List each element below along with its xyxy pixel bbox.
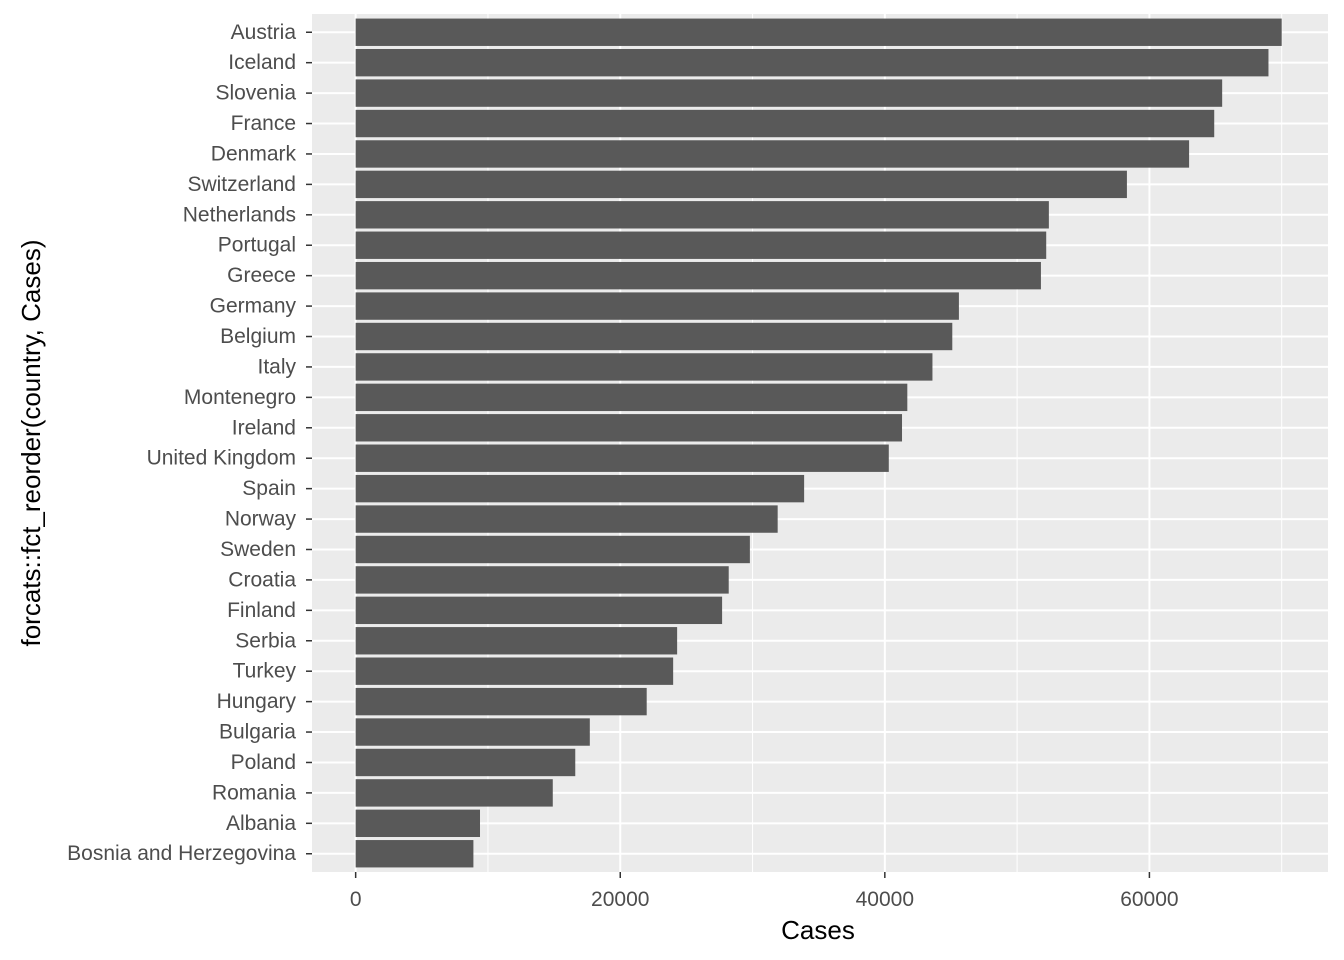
y-axis-title: forcats::fct_reorder(country, Cases) — [16, 240, 46, 647]
bar — [355, 505, 778, 533]
y-tick-label: Ireland — [232, 416, 296, 439]
bar — [355, 201, 1049, 229]
bar — [355, 748, 576, 777]
bar — [355, 535, 750, 564]
y-tick-label: Spain — [242, 477, 296, 500]
y-tick-label: Bosnia and Herzegovina — [67, 842, 296, 865]
bar — [355, 79, 1223, 107]
bar — [355, 18, 1282, 46]
y-tick-label: Serbia — [235, 629, 296, 652]
bar — [355, 140, 1190, 168]
bar — [355, 383, 908, 412]
y-tick-label: Iceland — [228, 51, 296, 74]
bar — [355, 231, 1047, 259]
y-tick-label: Netherlands — [183, 203, 296, 226]
y-tick-label: Portugal — [218, 234, 296, 257]
y-tick-label: Switzerland — [187, 173, 296, 196]
bar — [355, 687, 647, 716]
x-tick-label: 0 — [350, 888, 362, 911]
y-tick-label: Finland — [227, 599, 296, 622]
y-tick-label: Sweden — [220, 538, 296, 561]
y-tick-label: Norway — [225, 508, 297, 531]
bar — [355, 414, 903, 442]
bar — [355, 48, 1269, 77]
bar — [355, 292, 959, 320]
y-tick-label: France — [231, 112, 296, 135]
y-axis-ticks: Austria Iceland Slovenia France Denmark Switz… — [67, 21, 312, 865]
y-tick-label: United Kingdom — [147, 447, 296, 470]
y-tick-label: Romania — [212, 781, 296, 804]
x-tick-label: 20000 — [591, 888, 649, 911]
y-tick-label: Poland — [231, 751, 296, 774]
x-axis-ticks: 0 20000 40000 60000 — [350, 872, 1179, 911]
y-tick-label: Belgium — [220, 325, 296, 348]
y-tick-label: Croatia — [228, 568, 296, 591]
bar — [355, 596, 723, 625]
x-axis-title: Cases — [781, 915, 855, 945]
bar — [355, 718, 590, 746]
y-tick-label: Austria — [231, 21, 297, 44]
bar — [355, 657, 674, 685]
bar — [355, 566, 729, 594]
bar — [355, 474, 805, 503]
bar — [355, 840, 474, 868]
bar — [355, 809, 481, 838]
y-tick-label: Germany — [210, 295, 297, 318]
bar — [355, 627, 678, 655]
bar — [355, 444, 889, 472]
x-tick-label: 60000 — [1120, 888, 1178, 911]
y-tick-label: Slovenia — [215, 82, 296, 105]
y-tick-label: Italy — [257, 355, 296, 378]
y-tick-label: Bulgaria — [219, 721, 296, 744]
y-tick-label: Greece — [227, 264, 296, 287]
bar — [355, 779, 553, 807]
bar — [355, 322, 953, 351]
y-tick-label: Hungary — [217, 690, 297, 713]
bar — [355, 353, 933, 381]
y-tick-label: Albania — [226, 812, 296, 835]
y-tick-label: Turkey — [233, 660, 297, 683]
bar — [355, 261, 1041, 290]
y-tick-label: Denmark — [211, 142, 297, 165]
bars — [355, 18, 1282, 868]
bar — [355, 170, 1127, 199]
y-tick-label: Montenegro — [184, 386, 296, 409]
x-tick-label: 40000 — [856, 888, 914, 911]
bar — [355, 109, 1215, 138]
